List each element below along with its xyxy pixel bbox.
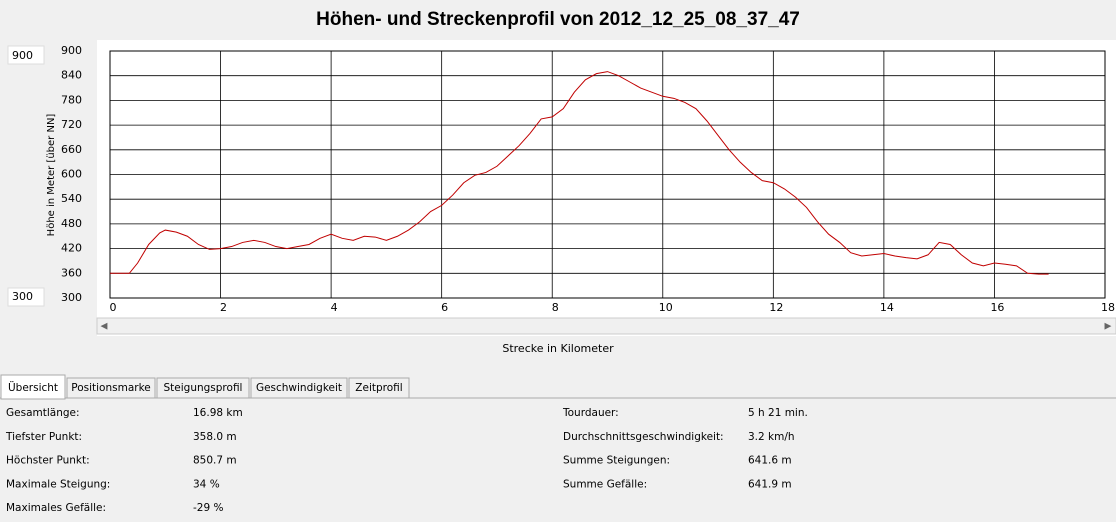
- stat-label: Gesamtlänge:: [6, 407, 80, 419]
- y-tick-label: 780: [61, 93, 82, 106]
- stat-value: -29 %: [193, 502, 223, 514]
- stat-value: 358.0 m: [193, 431, 237, 443]
- y-tick-label: 660: [61, 143, 82, 156]
- y-tick-label: 540: [61, 192, 82, 205]
- stat-label: Tiefster Punkt:: [5, 431, 82, 443]
- x-tick-label: 18: [1101, 301, 1115, 314]
- y-tick-label: 600: [61, 168, 82, 181]
- x-tick-label: 12: [769, 301, 783, 314]
- y-tick-label: 480: [61, 217, 82, 230]
- tab[interactable]: [250, 377, 348, 399]
- stat-value: 16.98 km: [193, 407, 243, 419]
- stat-label: Höchster Punkt:: [6, 455, 90, 467]
- stat-value: 3.2 km/h: [748, 431, 795, 443]
- x-tick-label: 16: [990, 301, 1004, 314]
- stat-label: Summe Gefälle:: [563, 478, 647, 490]
- x-tick-label: 14: [880, 301, 894, 314]
- stat-value: 641.6 m: [748, 455, 792, 467]
- x-tick-label: 0: [110, 301, 117, 314]
- tab-label: Zeitprofil: [355, 382, 402, 394]
- x-axis-label: Strecke in Kilometer: [502, 342, 614, 355]
- scroll-left[interactable]: ◀: [101, 322, 108, 332]
- scroll-right[interactable]: ▶: [1105, 322, 1112, 332]
- y-tick-label: 300: [61, 291, 82, 304]
- max-input-text: 900: [12, 49, 33, 62]
- max-input[interactable]: [7, 45, 45, 65]
- x-tick-label: 8: [552, 301, 559, 314]
- tab[interactable]: [0, 374, 66, 400]
- y-tick-label: 840: [61, 69, 82, 82]
- tab-label: Geschwindigkeit: [256, 382, 342, 394]
- stat-label: Durchschnittsgeschwindigkeit:: [563, 431, 724, 443]
- y-tick-label: 900: [61, 44, 82, 57]
- x-tick-label: 2: [220, 301, 227, 314]
- stat-value: 5 h 21 min.: [748, 407, 808, 419]
- stat-value: 641.9 m: [748, 478, 792, 490]
- y-tick-label: 420: [61, 242, 82, 255]
- x-tick-label: 10: [659, 301, 673, 314]
- stat-label: Maximale Steigung:: [6, 478, 110, 490]
- x-tick-label: 4: [331, 301, 338, 314]
- y-tick-label: 360: [61, 266, 82, 279]
- tab[interactable]: [156, 377, 250, 399]
- x-tick-label: 6: [441, 301, 448, 314]
- tab-label: Übersicht: [8, 381, 58, 394]
- tab[interactable]: [348, 377, 410, 399]
- y-axis-label: Höhe in Meter [über NN]: [46, 114, 57, 237]
- scrollbar[interactable]: [96, 317, 1116, 335]
- elevation-line: [110, 71, 1049, 275]
- tab-label: Positionsmarke: [71, 382, 151, 394]
- stat-label: Tourdauer:: [562, 407, 619, 419]
- min-input[interactable]: [7, 287, 45, 307]
- y-tick-label: 720: [61, 118, 82, 131]
- min-input-text: 300: [12, 290, 33, 303]
- stat-value: 34 %: [193, 478, 220, 490]
- tab-label: Steigungsprofil: [164, 382, 243, 394]
- stat-value: 850.7 m: [193, 455, 237, 467]
- stat-label: Summe Steigungen:: [563, 455, 670, 467]
- chart-title: Höhen- und Streckenprofil von 2012_12_25…: [316, 9, 800, 30]
- stat-label: Maximales Gefälle:: [6, 502, 106, 514]
- tab[interactable]: [66, 377, 156, 399]
